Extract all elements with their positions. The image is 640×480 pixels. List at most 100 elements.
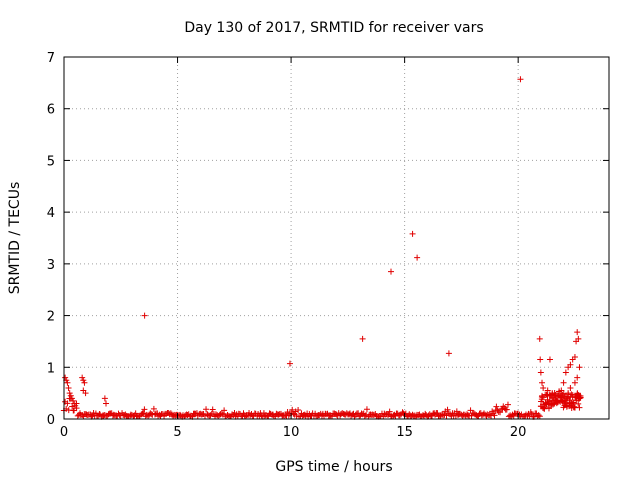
data-point	[218, 410, 225, 417]
data-point	[539, 379, 546, 386]
y-tick-label: 6	[47, 103, 55, 118]
data-point	[81, 379, 88, 386]
chart-title: Day 130 of 2017, SRMTID for receiver var…	[184, 20, 483, 36]
data-point	[539, 392, 546, 399]
data-point	[576, 395, 583, 402]
data-point	[68, 395, 75, 402]
data-point	[537, 369, 544, 376]
x-tick-label: 20	[510, 425, 527, 440]
data-point	[576, 404, 583, 411]
data-point	[568, 391, 575, 398]
data-point	[270, 413, 277, 420]
data-point	[70, 397, 77, 404]
x-tick-label: 15	[396, 425, 413, 440]
data-point	[80, 387, 87, 394]
data-point	[73, 400, 80, 407]
data-point	[537, 356, 544, 363]
y-tick-label: 3	[47, 258, 55, 273]
data-point	[101, 395, 108, 402]
data-point	[549, 390, 556, 397]
data-point	[388, 268, 394, 275]
data-point	[484, 411, 491, 418]
data-point	[295, 407, 302, 414]
data-point	[141, 312, 148, 319]
data-point	[286, 360, 293, 367]
data-point	[409, 230, 416, 237]
data-point	[64, 400, 71, 407]
data-point	[79, 374, 86, 381]
data-point	[66, 390, 73, 397]
data-point	[571, 379, 578, 386]
data-point	[445, 350, 452, 357]
data-point	[69, 403, 76, 410]
y-tick-label: 0	[47, 413, 55, 428]
plot-frame	[63, 56, 610, 420]
y-tick-label: 1	[47, 361, 55, 376]
data-point	[167, 410, 174, 417]
x-tick-label: 0	[60, 425, 68, 440]
data-point	[414, 254, 421, 261]
x-tick-label: 10	[283, 425, 300, 440]
data-point	[567, 361, 574, 368]
data-point	[558, 387, 565, 394]
data-point	[565, 390, 572, 397]
data-point	[577, 394, 584, 401]
data-point	[536, 335, 543, 342]
data-point	[141, 406, 148, 413]
data-point	[558, 394, 565, 401]
data-point	[575, 335, 582, 342]
data-point	[567, 384, 574, 391]
data-point	[80, 377, 87, 384]
data-point	[535, 412, 542, 419]
data-point	[62, 374, 69, 381]
grid-lines	[64, 57, 609, 419]
data-point	[503, 406, 510, 413]
data-point	[444, 406, 451, 413]
data-point	[65, 384, 72, 391]
data-point	[101, 411, 108, 418]
data-point	[103, 400, 110, 407]
x-tick-label: 5	[173, 425, 181, 440]
data-point	[562, 369, 569, 376]
data-point	[540, 384, 547, 391]
data-point	[576, 364, 583, 371]
data-point	[550, 401, 557, 408]
data-point	[504, 401, 511, 408]
y-axis-label: SRMTID / TECUs	[7, 182, 23, 295]
data-point	[453, 408, 460, 415]
data-point	[544, 387, 551, 394]
data-points	[60, 76, 584, 420]
data-point	[560, 379, 567, 386]
data-point	[571, 353, 578, 360]
y-tick-label: 5	[47, 154, 55, 169]
data-point	[491, 412, 498, 419]
y-tick-label: 2	[47, 310, 55, 325]
data-point	[522, 411, 529, 418]
data-point	[221, 407, 228, 414]
data-point	[150, 405, 157, 412]
data-point	[363, 406, 370, 413]
data-point	[323, 411, 330, 418]
data-point	[517, 76, 524, 83]
data-point	[140, 410, 147, 417]
data-point	[264, 413, 271, 420]
y-tick-label: 4	[47, 206, 55, 221]
data-point	[493, 403, 500, 410]
data-point	[207, 412, 214, 419]
data-point	[209, 406, 216, 413]
data-point	[203, 406, 210, 413]
data-point	[64, 379, 71, 386]
data-point	[67, 392, 74, 399]
x-axis-label: GPS time / hours	[275, 459, 392, 475]
data-point	[570, 403, 577, 410]
data-point	[289, 406, 296, 413]
data-point	[497, 409, 504, 416]
data-point	[569, 400, 576, 407]
data-point	[546, 356, 553, 363]
data-point	[553, 392, 560, 399]
data-point	[574, 329, 581, 336]
data-point	[132, 410, 139, 417]
tick-labels: 0 5 10 15 20 0 1 2 3 4 5 6 7	[47, 51, 527, 440]
data-point	[396, 412, 403, 419]
